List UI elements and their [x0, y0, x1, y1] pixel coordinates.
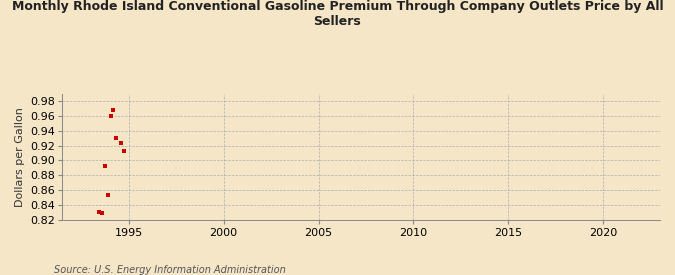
Point	[103, 193, 113, 197]
Point	[106, 114, 117, 118]
Text: Source: U.S. Energy Information Administration: Source: U.S. Energy Information Administ…	[54, 265, 286, 275]
Point	[100, 163, 111, 168]
Point	[97, 211, 107, 215]
Text: Monthly Rhode Island Conventional Gasoline Premium Through Company Outlets Price: Monthly Rhode Island Conventional Gasoli…	[11, 0, 664, 28]
Point	[115, 141, 126, 145]
Point	[93, 209, 104, 214]
Y-axis label: Dollars per Gallon: Dollars per Gallon	[15, 107, 25, 207]
Point	[119, 148, 130, 153]
Point	[111, 136, 122, 141]
Point	[107, 108, 118, 112]
